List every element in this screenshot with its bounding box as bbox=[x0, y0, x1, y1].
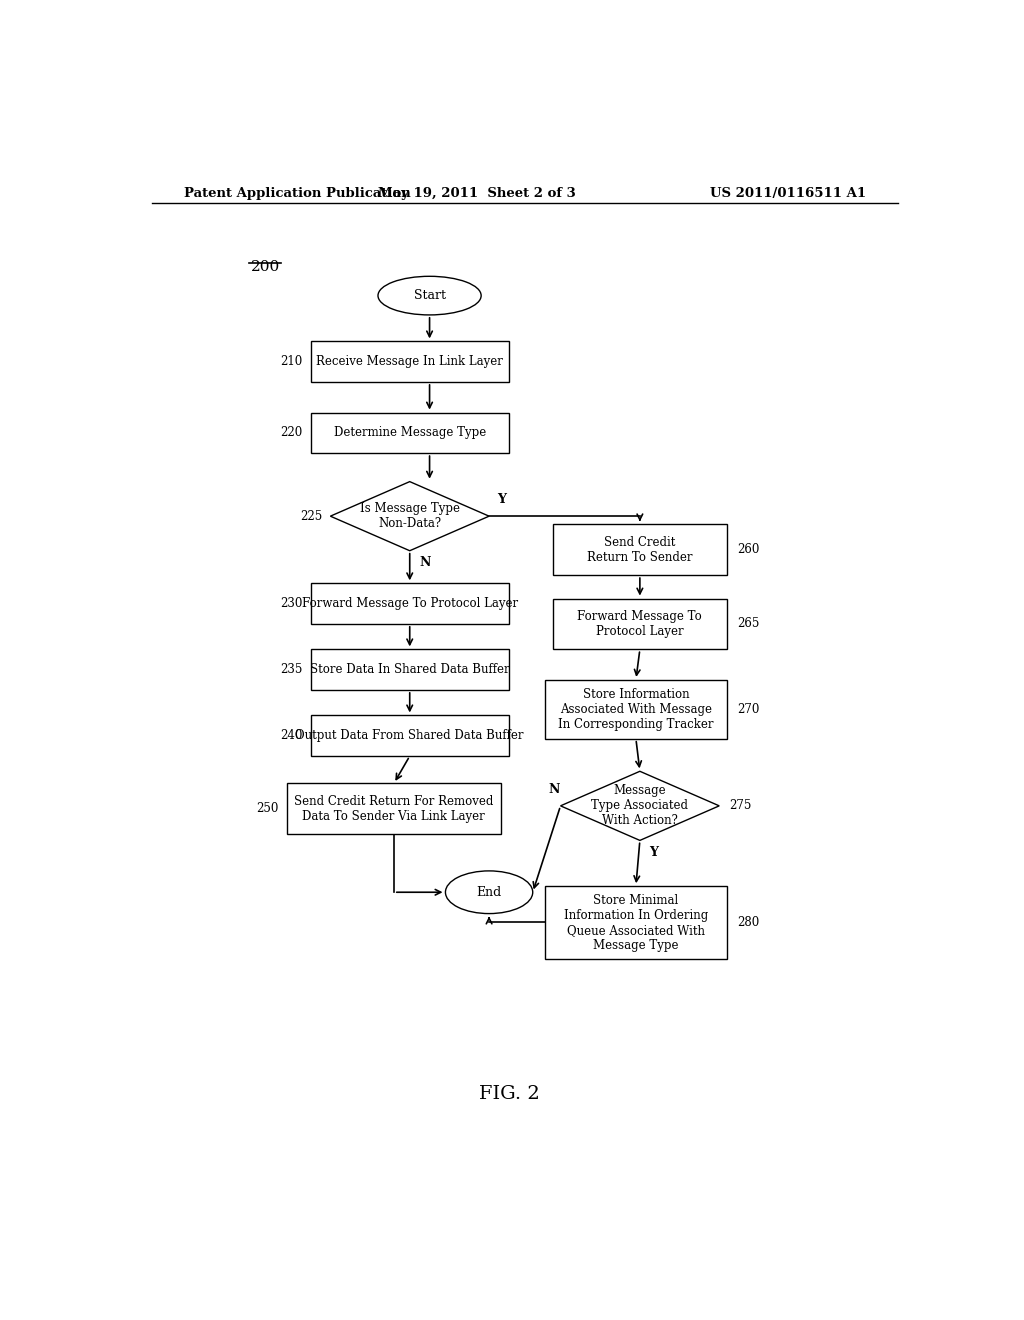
FancyBboxPatch shape bbox=[310, 342, 509, 381]
Text: Is Message Type
Non-Data?: Is Message Type Non-Data? bbox=[359, 502, 460, 531]
Text: FIG. 2: FIG. 2 bbox=[478, 1085, 540, 1104]
FancyBboxPatch shape bbox=[545, 680, 727, 739]
FancyBboxPatch shape bbox=[310, 412, 509, 453]
Text: Forward Message To
Protocol Layer: Forward Message To Protocol Layer bbox=[578, 610, 702, 638]
Text: Determine Message Type: Determine Message Type bbox=[334, 426, 485, 440]
Text: Send Credit Return For Removed
Data To Sender Via Link Layer: Send Credit Return For Removed Data To S… bbox=[294, 795, 494, 822]
Ellipse shape bbox=[445, 871, 532, 913]
Text: 210: 210 bbox=[281, 355, 303, 368]
Text: 240: 240 bbox=[281, 729, 303, 742]
Text: Y: Y bbox=[649, 846, 658, 858]
Text: 280: 280 bbox=[736, 916, 759, 929]
FancyBboxPatch shape bbox=[553, 598, 727, 649]
FancyBboxPatch shape bbox=[310, 583, 509, 624]
Text: Output Data From Shared Data Buffer: Output Data From Shared Data Buffer bbox=[296, 729, 524, 742]
Text: Start: Start bbox=[414, 289, 445, 302]
Text: Store Data In Shared Data Buffer: Store Data In Shared Data Buffer bbox=[310, 663, 510, 676]
Text: Receive Message In Link Layer: Receive Message In Link Layer bbox=[316, 355, 503, 368]
Text: May 19, 2011  Sheet 2 of 3: May 19, 2011 Sheet 2 of 3 bbox=[378, 187, 577, 199]
Text: Send Credit
Return To Sender: Send Credit Return To Sender bbox=[587, 536, 692, 564]
Text: 250: 250 bbox=[256, 803, 279, 816]
Text: 260: 260 bbox=[736, 544, 759, 556]
Text: Forward Message To Protocol Layer: Forward Message To Protocol Layer bbox=[302, 597, 518, 610]
Text: 265: 265 bbox=[736, 618, 759, 631]
Text: N: N bbox=[549, 783, 560, 796]
Text: Store Minimal
Information In Ordering
Queue Associated With
Message Type: Store Minimal Information In Ordering Qu… bbox=[564, 894, 708, 952]
Polygon shape bbox=[331, 482, 489, 550]
FancyBboxPatch shape bbox=[545, 886, 727, 960]
FancyBboxPatch shape bbox=[310, 715, 509, 756]
Text: 220: 220 bbox=[281, 426, 303, 440]
Text: 270: 270 bbox=[736, 702, 759, 715]
FancyBboxPatch shape bbox=[287, 784, 501, 834]
Ellipse shape bbox=[378, 276, 481, 315]
Text: N: N bbox=[419, 556, 431, 569]
Polygon shape bbox=[560, 771, 719, 841]
Text: 275: 275 bbox=[729, 800, 752, 812]
Text: US 2011/0116511 A1: US 2011/0116511 A1 bbox=[710, 187, 866, 199]
FancyBboxPatch shape bbox=[553, 524, 727, 576]
Text: Patent Application Publication: Patent Application Publication bbox=[183, 187, 411, 199]
FancyBboxPatch shape bbox=[310, 649, 509, 690]
Text: 230: 230 bbox=[281, 597, 303, 610]
Text: Y: Y bbox=[497, 492, 506, 506]
Text: 200: 200 bbox=[251, 260, 281, 275]
Text: 225: 225 bbox=[300, 510, 323, 523]
Text: Store Information
Associated With Message
In Corresponding Tracker: Store Information Associated With Messag… bbox=[558, 688, 714, 731]
Text: 235: 235 bbox=[281, 663, 303, 676]
Text: Message
Type Associated
With Action?: Message Type Associated With Action? bbox=[592, 784, 688, 828]
Text: End: End bbox=[476, 886, 502, 899]
